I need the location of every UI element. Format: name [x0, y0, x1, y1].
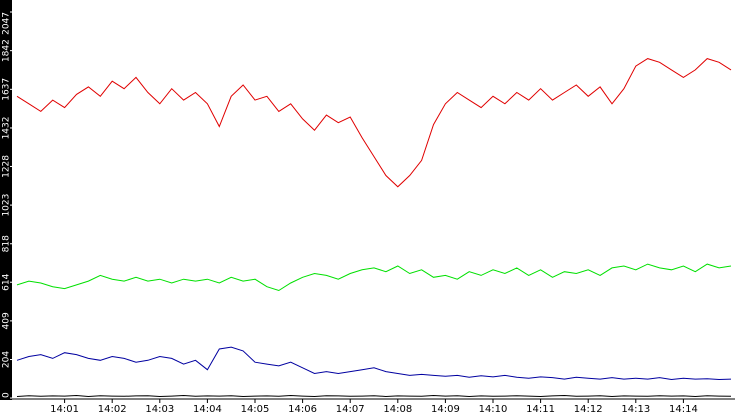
x-tick-label: 14:06: [288, 404, 317, 415]
y-tick-label: 409: [2, 312, 12, 329]
y-tick-label: 1228: [2, 155, 12, 178]
y-tick-label: 1023: [2, 194, 12, 217]
y-tick-label: 1637: [2, 78, 12, 101]
x-tick-label: 14:07: [336, 404, 365, 415]
x-tick-label: 14:11: [526, 404, 555, 415]
x-tick-label: 14:10: [479, 404, 508, 415]
y-tick-label: 204: [2, 351, 12, 368]
y-axis-strip: [0, 0, 12, 400]
x-tick-label: 14:12: [574, 404, 603, 415]
x-tick-label: 14:05: [241, 404, 270, 415]
x-tick-label: 14:14: [669, 404, 698, 415]
series-line: [16, 263, 732, 292]
x-tick-label: 14:03: [145, 404, 174, 415]
y-tick-label: 818: [2, 235, 12, 252]
x-tick-label: 14:13: [621, 404, 650, 415]
series-line: [16, 346, 732, 381]
y-tick-label: 1432: [2, 117, 12, 140]
x-tick-label: 14:02: [98, 404, 127, 415]
x-tick-label: 14:01: [50, 404, 79, 415]
x-tick-label: 14:09: [431, 404, 460, 415]
series-line: [16, 394, 732, 398]
y-tick-label: 614: [1, 273, 11, 290]
x-tick-label: 14:08: [383, 404, 412, 415]
y-tick-label: 2047: [2, 12, 12, 35]
y-tick-label: 0: [2, 392, 12, 398]
series-line: [16, 58, 732, 188]
x-tick-label: 14:04: [193, 404, 222, 415]
y-tick-label: 1842: [2, 39, 12, 62]
